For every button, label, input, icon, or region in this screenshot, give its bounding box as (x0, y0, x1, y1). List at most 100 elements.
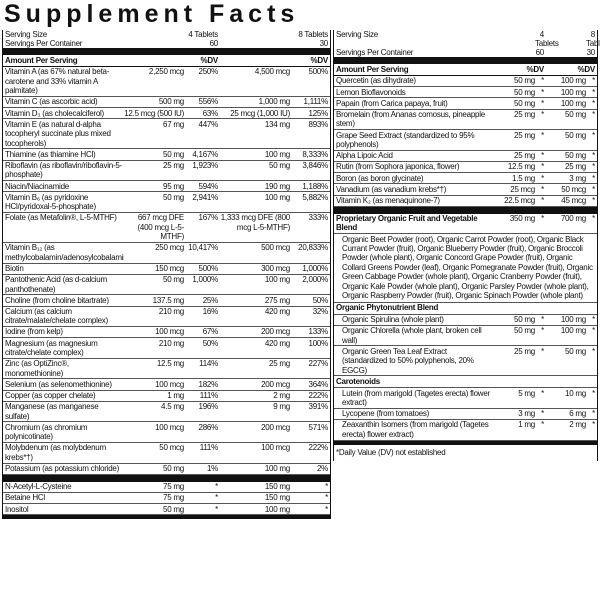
nutrient-name: Quercetin (as dihydrate) (336, 76, 416, 86)
serving-value: 60 (209, 39, 219, 48)
amount: 134 mg (264, 119, 290, 129)
daily-value: * (541, 326, 544, 336)
amount: 700 mg (560, 214, 586, 224)
nutrient-row: Proprietary Organic Fruit and Vegetable … (334, 214, 597, 235)
serving-row: Servings Per Container 60 30 (3, 39, 330, 48)
amount: 50 mg (269, 160, 290, 170)
serving-row: Serving Size 4 Tablets 8 Tablets (3, 30, 330, 39)
nutrient-name: Betaine HCl (5, 493, 45, 503)
daily-value: * (215, 482, 218, 492)
amount: 50 mg (163, 149, 184, 159)
daily-value: 111% (199, 391, 218, 401)
header-cell: %DV (310, 56, 329, 65)
spacer (124, 39, 184, 48)
daily-value: 114% (199, 359, 218, 369)
spacer (218, 30, 290, 39)
daily-value: * (592, 420, 595, 430)
daily-value: 250% (198, 67, 218, 77)
daily-value: 16% (202, 306, 218, 316)
nutrient-row: Vitamin D₃ (as cholecalciferol) 12.5 mcg … (3, 108, 330, 120)
amount: 420 mg (264, 338, 290, 348)
amount: 50 mg (565, 346, 586, 356)
daily-value: * (592, 173, 595, 183)
nutrient-row: Vitamin E (as natural d-alpha tocopheryl… (3, 119, 330, 150)
header-cell: %DV (200, 56, 219, 65)
serving-value: 60 (535, 48, 545, 57)
amount: 200 mcg (261, 422, 290, 432)
daily-value: 111% (199, 443, 218, 453)
nutrient-row: Manganese (as manganese sulfate) 4.5 mg 19… (3, 402, 330, 423)
daily-value: * (592, 87, 595, 97)
daily-value: 2% (316, 464, 328, 474)
amount: 25 mg (514, 130, 535, 140)
nutrient-name: Organic Spirulina (whole plant) (342, 314, 444, 324)
amount: 1 mg (167, 391, 184, 401)
daily-value: 447% (198, 119, 218, 129)
daily-value: 1% (206, 464, 218, 474)
amount: 25 mg (269, 359, 290, 369)
daily-value: * (592, 388, 595, 398)
nutrient-name: Vitamin D₃ (as cholecalciferol) (5, 108, 104, 118)
nutrient-name: Selenium (as selenomethionine) (5, 379, 112, 389)
amount: 190 mg (264, 181, 290, 191)
spacer (544, 48, 586, 57)
serving-row: Servings Per Container 60 30 (334, 48, 597, 57)
daily-value: 50% (202, 338, 218, 348)
left-panel: Serving Size 4 Tablets 8 Tablets Servings P… (2, 30, 331, 520)
amount: 2 mg (273, 391, 290, 401)
amount: 500 mg (158, 97, 184, 107)
daily-value: 1,111% (303, 97, 328, 107)
daily-value: 67% (202, 327, 218, 337)
daily-value: * (592, 184, 595, 194)
amount: 50 mg (565, 130, 586, 140)
amount: 4,500 mcg (254, 67, 290, 77)
nutrient-name: Inositol (5, 504, 29, 514)
daily-value: * (592, 326, 595, 336)
daily-value: 222% (308, 391, 328, 401)
nutrient-name: Lycopene (from tomatoes) (342, 409, 430, 419)
amount: 275 mg (264, 295, 290, 305)
daily-value: * (541, 151, 544, 161)
daily-value: 2,000% (302, 275, 328, 285)
daily-value: 196% (198, 402, 218, 412)
daily-value: 100% (308, 338, 328, 348)
nutrient-row: Organic Green Tea Leaf Extract (standard… (334, 346, 597, 377)
nutrient-row: Vitamin B₆ (as pyridoxine HCl/pyridoxal-… (3, 192, 330, 213)
header-cell: %DV (577, 65, 596, 74)
amount: 25 mcg (510, 184, 535, 194)
nutrient-name: Bromelain (from Ananas comosus, pineappl… (336, 109, 485, 129)
nutrient-row: Vitamin C (as ascorbic acid) 500 mg 556% 1,… (3, 97, 330, 109)
amount: 100 mcg (261, 443, 290, 453)
daily-value: 364% (308, 379, 328, 389)
daily-value: 32% (312, 306, 328, 316)
nutrient-row: Potassium (as potassium chloride) 50 mg 1%… (3, 464, 330, 475)
nutrient-name: Thiamine (as thiamine HCl) (5, 149, 96, 159)
serving-label: Serving Size (336, 30, 378, 39)
nutrient-name: Alpha Lipoic Acid (336, 151, 393, 161)
amount: 12.5 mcg (500 IU) (124, 108, 184, 118)
daily-value: 133% (308, 327, 328, 337)
daily-value: * (592, 346, 595, 356)
amount: 210 mg (158, 338, 184, 348)
nutrient-name: Lemon Bioflavonoids (336, 87, 406, 97)
daily-value: 4,167% (192, 149, 218, 159)
daily-value: 1,923% (192, 160, 218, 170)
amount: 100 mg (264, 464, 290, 474)
amount: 3 mg (518, 409, 535, 419)
daily-value: * (592, 130, 595, 140)
nutrient-name: Organic Green Tea Leaf Extract (standard… (342, 346, 474, 375)
daily-value: 391% (308, 402, 328, 412)
daily-value: * (215, 493, 218, 503)
nutrient-row: Zinc (as OptiZinc®, monomethionine) 12.5 … (3, 359, 330, 380)
amount: 50 mg (514, 76, 535, 86)
amount: 50 mg (514, 87, 535, 97)
amount: 100 mg (560, 326, 586, 336)
amount: 25 mg (514, 346, 535, 356)
serving-label: Servings Per Container (5, 39, 83, 48)
amount: 6 mg (569, 409, 586, 419)
nutrient-row: Vanadium (as vanadium krebs*†) 25 mcg * 50 … (334, 184, 597, 196)
nutrient-row: Vitamin A (as 67% natural beta-carotene … (3, 67, 330, 97)
amount: 2,250 mcg (148, 67, 184, 77)
nutrient-name: Molybdenum (as molybdenum krebs*†) (5, 443, 106, 462)
daily-value: * (592, 109, 595, 119)
